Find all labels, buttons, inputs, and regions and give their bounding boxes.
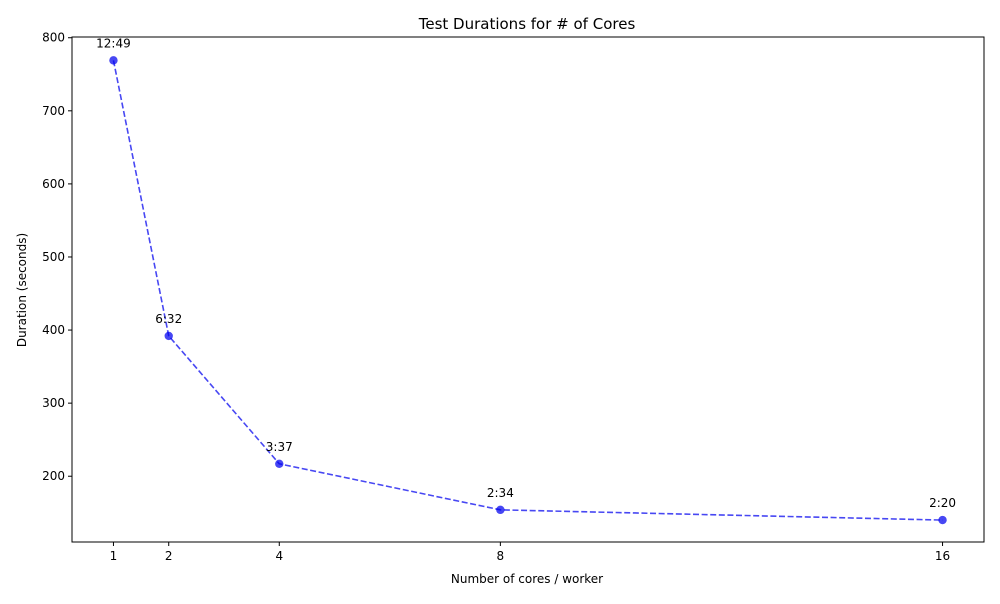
y-tick-label-200: 200 (42, 469, 65, 483)
data-label-1: 6:32 (155, 312, 182, 326)
data-point-2 (275, 459, 284, 469)
data-point-0 (109, 56, 118, 65)
x-axis-label: Number of cores / worker (451, 572, 603, 586)
data-label-0: 12:49 (96, 36, 131, 50)
x-tick-label-2: 2 (165, 549, 173, 563)
data-point-3 (496, 505, 505, 515)
data-label-2: 3:37 (266, 440, 293, 454)
x-tick-label-1: 1 (110, 549, 118, 563)
data-label-3: 2:34 (487, 486, 514, 500)
x-tick-label-4: 4 (275, 549, 283, 563)
y-tick-label-600: 600 (42, 177, 65, 191)
y-tick-label-700: 700 (42, 104, 65, 118)
y-tick-label-400: 400 (42, 323, 65, 337)
chart-title: Test Durations for # of Cores (418, 15, 636, 33)
data-label-4: 2:20 (929, 496, 956, 510)
x-tick-label-8: 8 (497, 549, 505, 563)
data-point-4 (938, 515, 947, 525)
x-tick-label-16: 16 (935, 549, 950, 563)
y-axis-label: Duration (seconds) (15, 233, 29, 347)
data-point-1 (164, 331, 173, 341)
y-tick-label-300: 300 (42, 396, 65, 410)
series-line-0 (112, 60, 943, 521)
y-tick-label-500: 500 (42, 250, 65, 264)
plot-frame (71, 36, 985, 543)
plot-area: 1 2 4 8 16 200 300 400 500 600 700 800 12:49 6:32 3:37… (42, 31, 956, 563)
y-tick-label-800: 800 (42, 31, 65, 45)
